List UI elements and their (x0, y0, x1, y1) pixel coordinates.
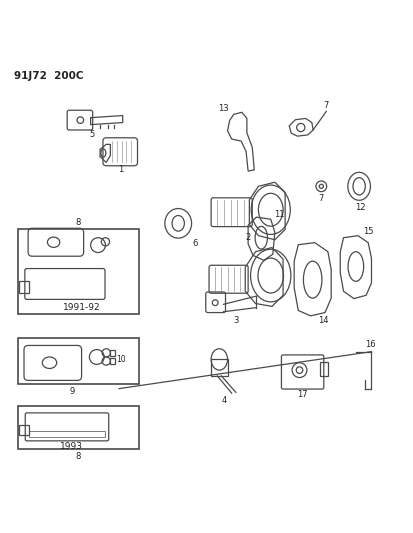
Text: 4: 4 (221, 396, 226, 405)
Bar (110, 358, 115, 364)
Text: 13: 13 (218, 104, 228, 112)
Text: 3: 3 (233, 316, 238, 325)
Text: 8: 8 (76, 453, 81, 462)
Bar (19, 281, 28, 293)
Text: 8: 8 (76, 217, 81, 227)
Bar (110, 350, 115, 356)
Text: 1993: 1993 (59, 442, 83, 451)
Bar (29, 431, 105, 437)
Bar (18, 406, 139, 449)
Bar (19, 425, 28, 435)
Text: 17: 17 (297, 390, 307, 399)
Text: 16: 16 (364, 340, 375, 349)
Text: 1: 1 (118, 165, 123, 174)
Text: 12: 12 (354, 203, 364, 212)
Text: 15: 15 (362, 227, 373, 236)
Text: 14: 14 (317, 316, 328, 325)
Text: 1991-92: 1991-92 (63, 303, 100, 312)
Bar (211, 359, 227, 376)
Bar (18, 338, 139, 384)
Text: 5: 5 (89, 130, 94, 139)
Bar (18, 230, 139, 314)
Text: 10: 10 (116, 354, 126, 364)
Text: 6: 6 (192, 239, 197, 247)
Bar (319, 362, 328, 376)
Text: 91J72  200C: 91J72 200C (14, 71, 83, 81)
Text: 9: 9 (70, 386, 75, 395)
Text: 7: 7 (318, 194, 323, 203)
Text: 2: 2 (245, 233, 250, 242)
Text: 7: 7 (323, 101, 328, 110)
Text: 11: 11 (273, 210, 284, 219)
